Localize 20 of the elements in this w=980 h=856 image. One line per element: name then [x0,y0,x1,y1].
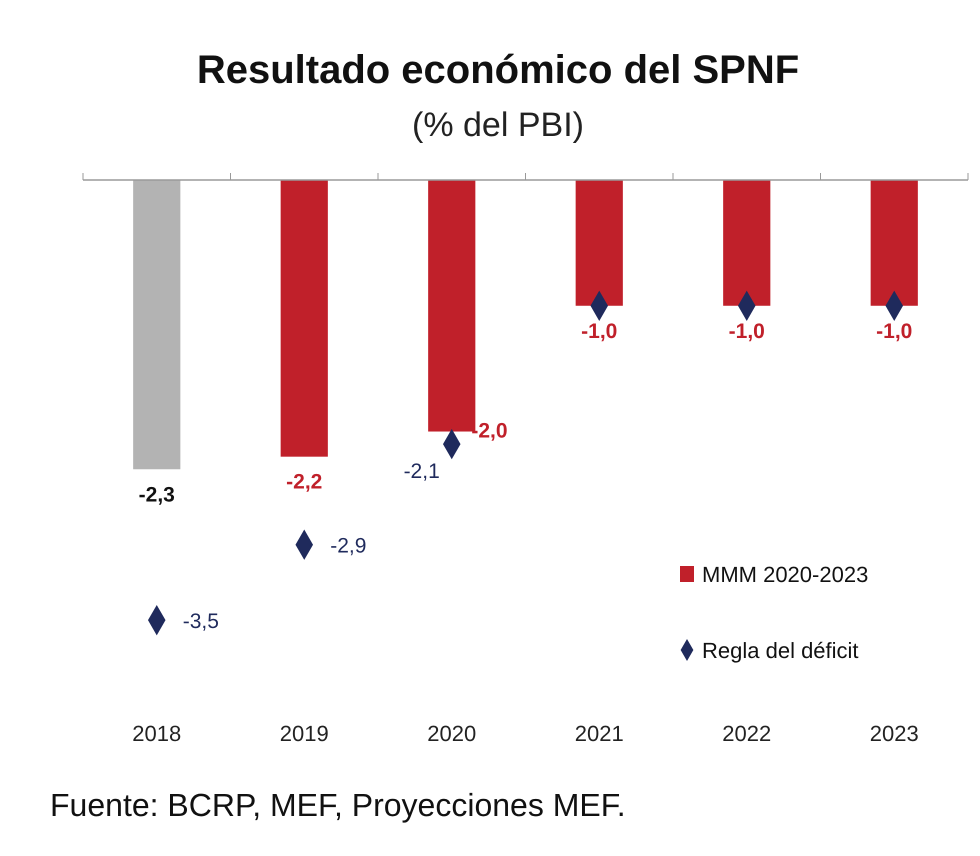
legend-label: Regla del déficit [702,638,859,663]
legend-label: MMM 2020-2023 [702,562,868,587]
data-label: -2,1 [404,460,440,484]
chart-subtitle: (% del PBI) [412,106,584,144]
source-note: Fuente: BCRP, MEF, Proyecciones MEF. [50,787,626,823]
x-tick-label: 2018 [132,721,182,746]
data-label: -2,0 [471,420,508,443]
data-label: -2,2 [286,470,322,494]
x-tick-label: 2021 [574,721,624,746]
x-tick-label: 2019 [280,721,329,746]
data-label: -1,0 [876,320,912,343]
x-tick-label: 2020 [427,721,476,746]
data-label: -3,5 [182,610,219,634]
data-label: -2,3 [138,483,175,506]
data-label: -1,0 [581,320,618,343]
x-tick-label: 2023 [870,721,919,746]
data-label: -1,0 [728,320,765,343]
data-label: -2,9 [330,534,366,558]
chart-title: Resultado económico del SPNF [196,48,800,92]
x-tick-label: 2022 [722,721,772,746]
